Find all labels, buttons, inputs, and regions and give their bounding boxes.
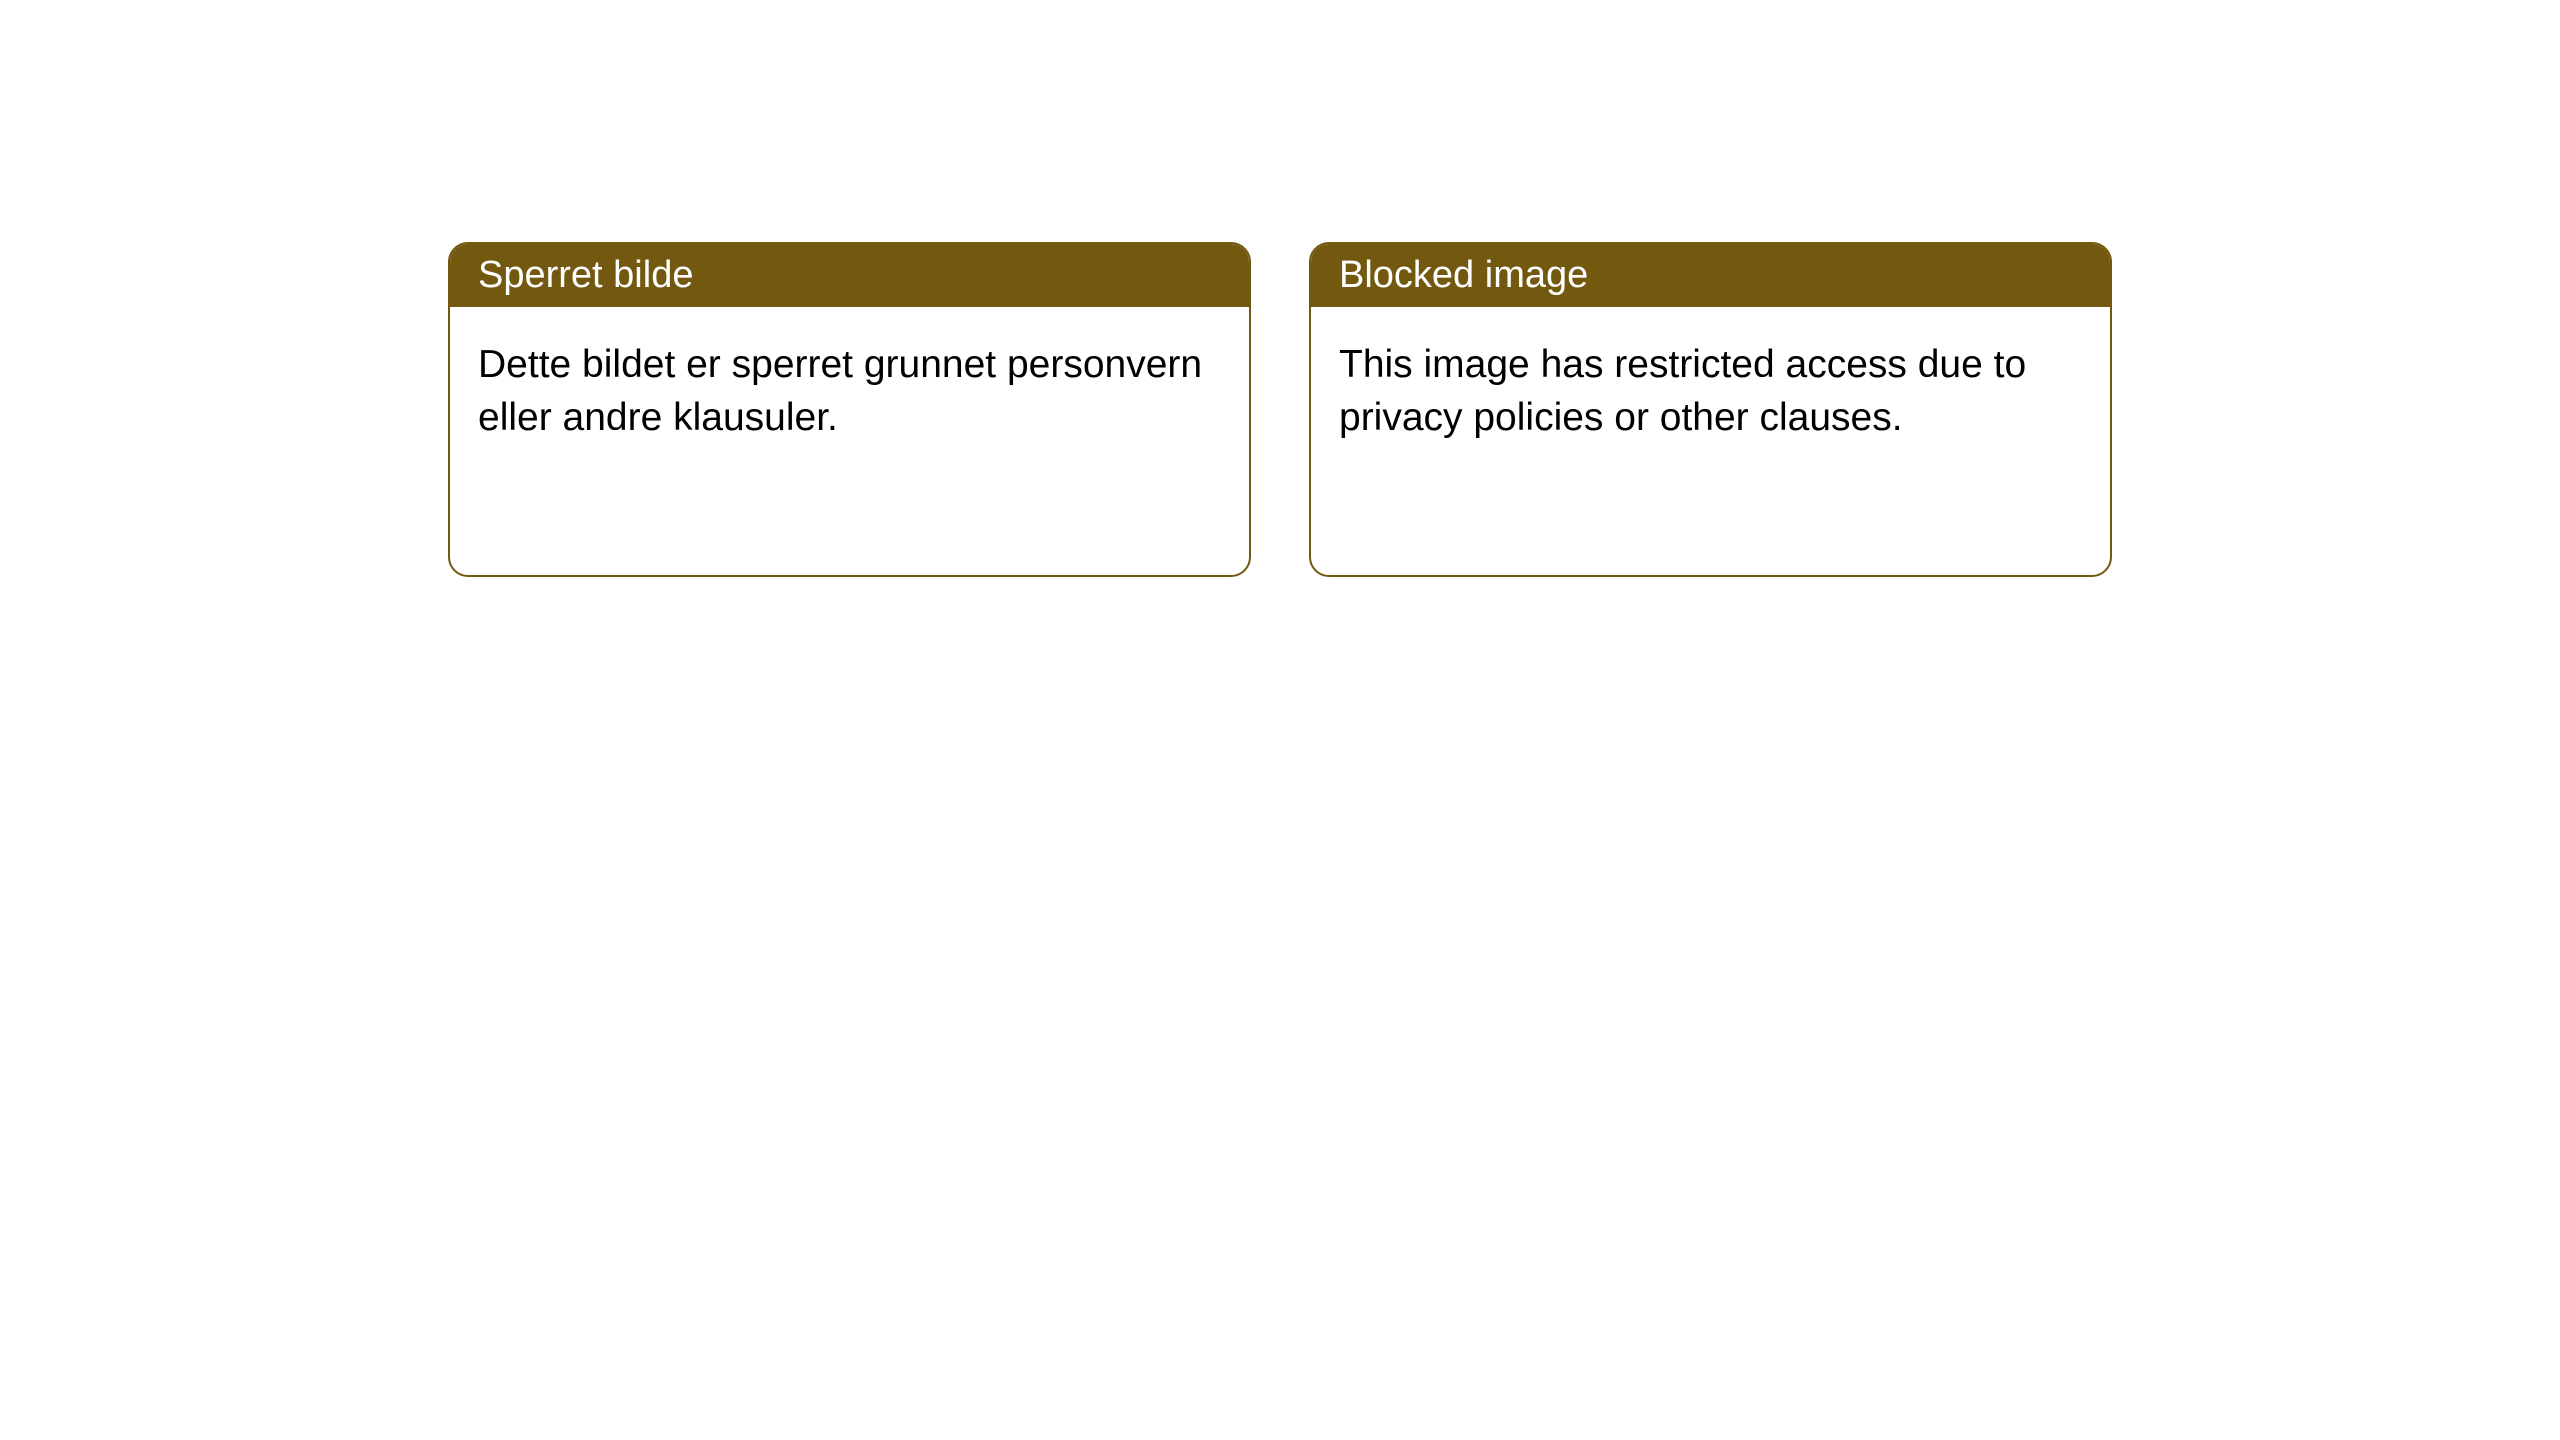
notice-cards-container: Sperret bilde Dette bildet er sperret gr… xyxy=(0,0,2560,577)
card-title: Sperret bilde xyxy=(478,254,693,296)
card-header: Sperret bilde xyxy=(450,244,1249,307)
notice-card-norwegian: Sperret bilde Dette bildet er sperret gr… xyxy=(448,242,1251,577)
card-message: This image has restricted access due to … xyxy=(1339,343,2026,439)
notice-card-english: Blocked image This image has restricted … xyxy=(1309,242,2112,577)
card-title: Blocked image xyxy=(1339,254,1588,296)
card-message: Dette bildet er sperret grunnet personve… xyxy=(478,343,1202,439)
card-body: Dette bildet er sperret grunnet personve… xyxy=(450,307,1249,476)
card-header: Blocked image xyxy=(1311,244,2110,307)
card-body: This image has restricted access due to … xyxy=(1311,307,2110,476)
